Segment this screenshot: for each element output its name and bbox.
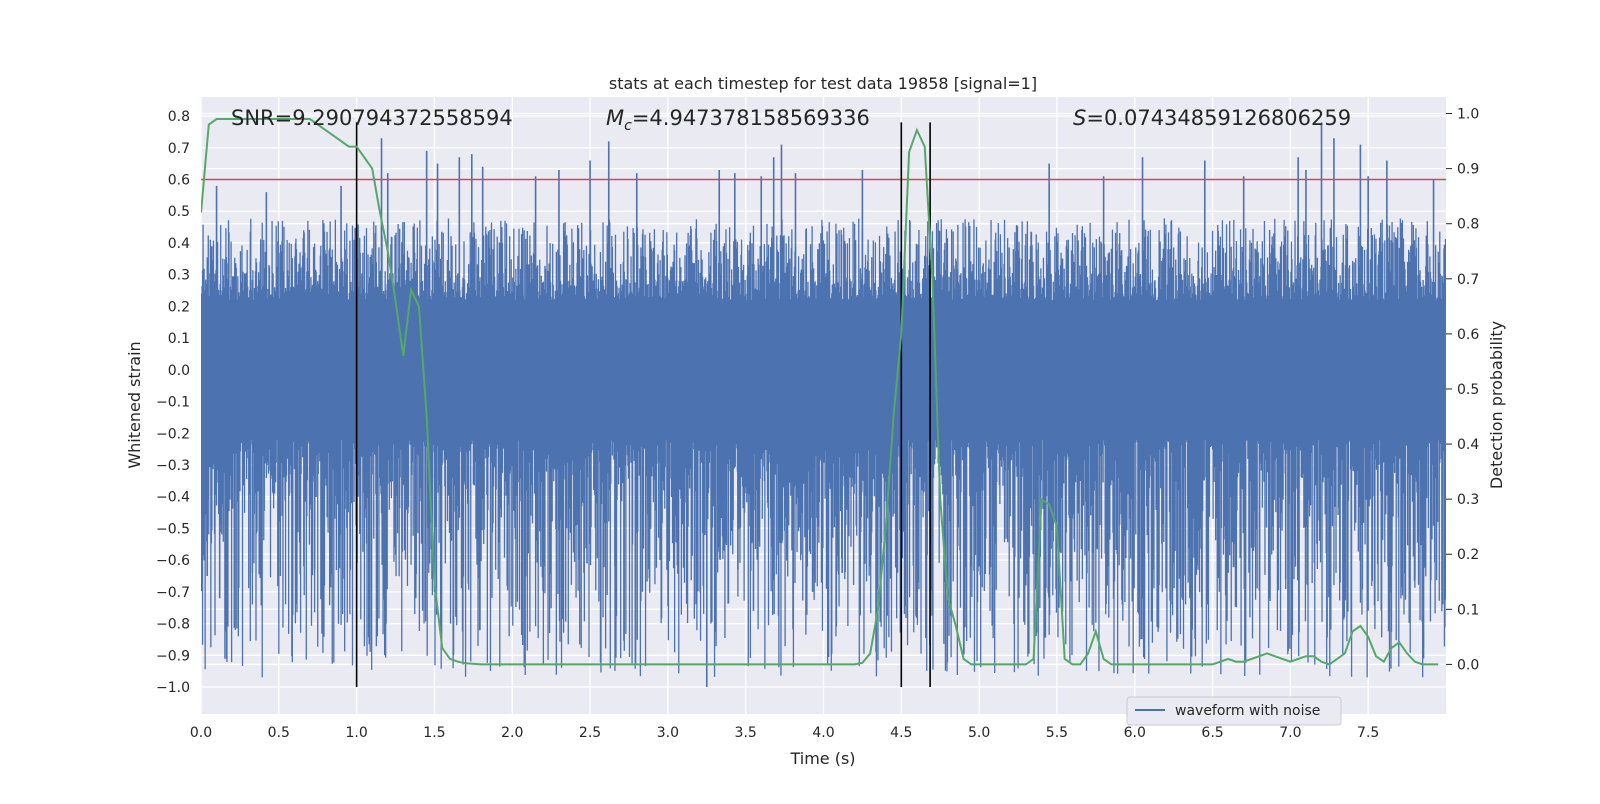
probability-series — [201, 118, 1439, 666]
y-right-tick-label: 0.3 — [1457, 492, 1479, 508]
y-right-ticks: 1.0 0.9 0.8 0.7 0.6 0.5 0.4 0.3 0.2 0.1 0.0 — [1446, 107, 1479, 673]
y-left-ticks: 0.8 0.7 0.6 0.5 0.4 0.3 0.2 0.1 0.0 −0.1 −0.2 −0.3 −… — [156, 109, 190, 696]
y-left-tick-label: 0.2 — [168, 299, 190, 315]
snr-annotation: SNR=9.290794372558594 — [231, 106, 513, 130]
y-right-tick-label: 0.5 — [1457, 382, 1479, 398]
x-tick-label: 2.0 — [501, 725, 523, 741]
s-symbol: S — [1073, 106, 1086, 130]
y-right-tick-label: 0.1 — [1457, 602, 1479, 618]
mc-annotation: Mc=4.947378158569336 — [606, 106, 870, 134]
mc-value: =4.947378158569336 — [632, 106, 870, 130]
chart-title: stats at each timestep for test data 198… — [609, 74, 1037, 93]
y-right-tick-label: 0.4 — [1457, 437, 1479, 453]
y-left-tick-label: −1.0 — [156, 680, 190, 696]
y-left-tick-label: 0.4 — [168, 236, 190, 252]
waveform-noise — [201, 218, 1446, 678]
x-tick-label: 6.0 — [1124, 725, 1146, 741]
y-right-tick-label: 0.9 — [1457, 162, 1479, 178]
x-tick-label: 4.5 — [890, 725, 912, 741]
y-right-tick-label: 0.6 — [1457, 327, 1479, 343]
y-left-tick-label: 0.7 — [168, 141, 190, 157]
y-left-tick-label: −0.5 — [156, 521, 190, 537]
y-left-tick-label: 0.6 — [168, 172, 190, 188]
waveform-series — [201, 122, 1446, 688]
x-tick-label: 1.5 — [423, 725, 445, 741]
y-left-tick-label: −0.3 — [156, 458, 190, 474]
x-tick-label: 7.0 — [1279, 725, 1301, 741]
x-tick-label: 4.0 — [812, 725, 834, 741]
y-right-tick-label: 0.7 — [1457, 272, 1479, 288]
y-left-tick-label: −0.6 — [156, 553, 190, 569]
x-tick-label: 7.5 — [1357, 725, 1379, 741]
y-right-tick-label: 0.8 — [1457, 217, 1479, 233]
x-ticks: 0.0 0.5 1.0 1.5 2.0 2.5 3.0 3.5 4.0 4.5 5.0 5.5 6.0 6… — [190, 725, 1379, 741]
x-tick-label: 0.0 — [190, 725, 212, 741]
x-tick-label: 5.0 — [968, 725, 990, 741]
y-left-tick-label: 0.5 — [168, 204, 190, 220]
legend: waveform with noise — [1126, 696, 1342, 726]
probability-line — [201, 118, 1439, 666]
y-left-tick-label: −0.9 — [156, 648, 190, 664]
x-tick-label: 0.5 — [268, 725, 290, 741]
y-left-tick-label: 0.8 — [168, 109, 190, 125]
s-value: =0.07434859126806259 — [1086, 106, 1351, 130]
legend-box — [1126, 696, 1342, 726]
x-tick-label: 3.5 — [735, 725, 757, 741]
x-tick-label: 2.5 — [579, 725, 601, 741]
legend-label: waveform with noise — [1175, 703, 1320, 719]
y-right-tick-label: 0.0 — [1457, 657, 1479, 673]
x-tick-label: 3.0 — [657, 725, 679, 741]
y-left-tick-label: −0.7 — [156, 585, 190, 601]
y-right-tick-label: 1.0 — [1457, 107, 1479, 123]
y-right-axis-label: Detection probability — [1487, 321, 1506, 489]
s-annotation: S=0.07434859126806259 — [1073, 106, 1351, 130]
y-left-tick-label: −0.8 — [156, 617, 190, 633]
y-left-tick-label: −0.1 — [156, 395, 190, 411]
x-tick-label: 1.0 — [345, 725, 367, 741]
y-left-tick-label: 0.3 — [168, 268, 190, 284]
y-right-tick-label: 0.2 — [1457, 547, 1479, 563]
x-tick-label: 5.5 — [1046, 725, 1068, 741]
y-left-axis-label: Whitened strain — [125, 341, 144, 468]
y-left-tick-label: −0.4 — [156, 490, 190, 506]
mc-subscript: c — [624, 118, 632, 134]
vertical-markers — [201, 122, 1446, 688]
mc-symbol: M — [606, 106, 624, 130]
x-tick-label: 6.5 — [1201, 725, 1223, 741]
y-left-tick-label: 0.0 — [168, 363, 190, 379]
y-left-tick-label: 0.1 — [168, 331, 190, 347]
x-axis-label: Time (s) — [789, 749, 855, 768]
y-left-tick-label: −0.2 — [156, 426, 190, 442]
